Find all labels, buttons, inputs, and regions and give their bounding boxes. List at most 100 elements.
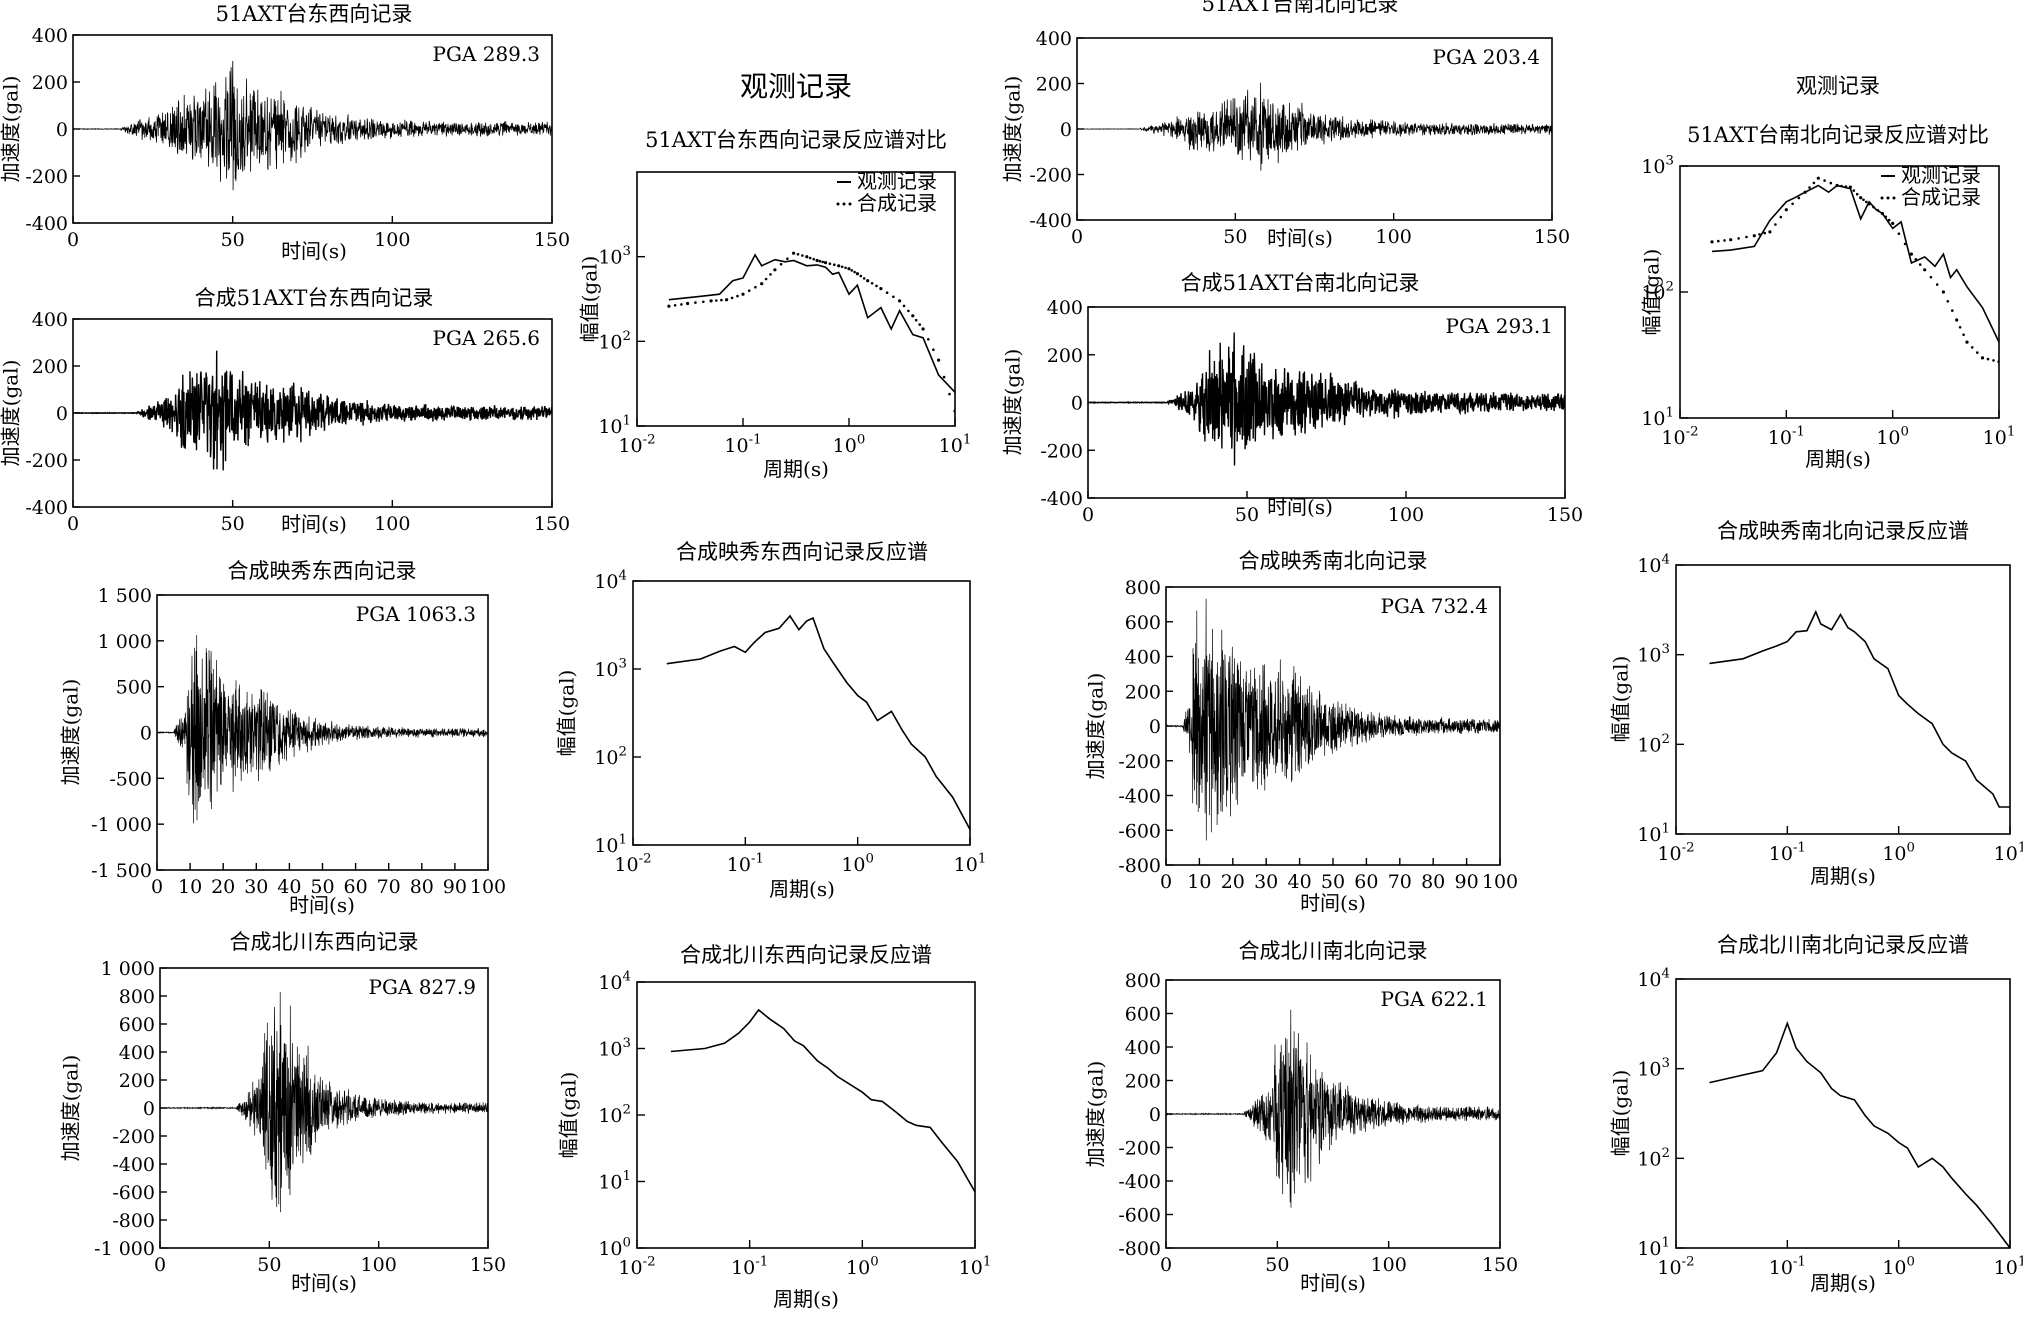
data-point [870, 282, 874, 285]
data-point [1876, 209, 1880, 212]
chart-title: 合成映秀东西向记录 [228, 559, 417, 583]
y-tick-label: 104 [1637, 552, 1670, 577]
pga-annotation: PGA 293.1 [1446, 314, 1554, 338]
x-tick-label: 0 [67, 229, 79, 251]
data-point [702, 300, 705, 304]
data-point [855, 272, 860, 276]
waveform-line [73, 350, 552, 471]
x-tick-label: 0 [1160, 1254, 1172, 1276]
y-tick-label: 102 [1637, 1146, 1670, 1171]
x-axis-label: 周期(s) [1810, 864, 1876, 888]
y-tick-label: 400 [1125, 647, 1161, 669]
x-tick-label: 101 [954, 851, 987, 876]
y-tick-label: 102 [1641, 279, 1674, 304]
data-point [694, 301, 697, 304]
y-tick-label: 101 [594, 832, 627, 857]
pga-annotation: PGA 289.3 [433, 42, 541, 66]
chart-title: 合成映秀南北向记录反应谱 [1717, 519, 1969, 543]
y-tick-label: 104 [598, 969, 631, 994]
x-tick-label: 100 [1371, 1254, 1407, 1276]
data-point [680, 303, 683, 306]
y-tick-label: 0 [1071, 393, 1083, 415]
y-axis-label: 加速度(gal) [1084, 673, 1108, 780]
data-point [1737, 237, 1740, 240]
x-tick-label: 0 [1071, 226, 1083, 248]
y-tick-label: 0 [1149, 716, 1161, 738]
chart-subtitle: 51AXT台南北向记录反应谱对比 [1687, 123, 1989, 147]
data-point [1803, 190, 1807, 194]
pga-annotation: PGA 827.9 [369, 975, 477, 999]
chart-panel-p13: 0 50 100 150 -800 -600 -400 -200 0 200 400 600 800 合成… [1084, 939, 1519, 1295]
y-tick-label: 600 [119, 1014, 155, 1036]
y-tick-label: 600 [1125, 1004, 1161, 1026]
spectrum-line [670, 1008, 975, 1193]
data-point [927, 338, 930, 341]
y-tick-label: 0 [1149, 1104, 1161, 1126]
spectrum-line [1709, 609, 2010, 808]
chart-panel-p8: 10-2 10-1 100 101 101 102 103 104 合成映秀东西向记录反应谱周期… [555, 540, 987, 901]
plot-frame [636, 171, 956, 427]
data-point [1823, 179, 1826, 182]
legend-dotted-swatch [848, 202, 852, 206]
chart-title: 51AXT台东西向记录 [216, 2, 413, 26]
data-point [862, 277, 866, 280]
data-point [764, 277, 768, 281]
data-point [1965, 340, 1969, 344]
x-tick-label: 101 [959, 1254, 992, 1279]
y-tick-label: 103 [598, 244, 631, 269]
y-tick-label: 104 [1637, 966, 1670, 991]
x-tick-label: 50 [310, 876, 334, 898]
x-tick-label: 101 [1994, 1254, 2023, 1279]
x-tick-label: 100 [1388, 504, 1424, 526]
data-point [1946, 300, 1950, 303]
x-tick-label: 80 [1421, 871, 1445, 893]
x-tick-label: 100 [374, 513, 410, 535]
legend-item: 观测记录 [1901, 163, 1981, 187]
data-point [1784, 208, 1788, 212]
x-tick-label: 10-1 [1769, 1254, 1806, 1279]
y-tick-label: 800 [1125, 577, 1161, 599]
y-tick-label: 200 [1047, 345, 1083, 367]
x-tick-label: 60 [344, 876, 368, 898]
x-axis-label: 时间(s) [281, 512, 347, 536]
x-tick-label: 10-2 [1657, 1254, 1694, 1279]
x-tick-label: 10-1 [1768, 424, 1805, 449]
data-point [1914, 258, 1918, 261]
data-point [730, 296, 734, 300]
data-point [792, 251, 796, 255]
y-axis-label: 加速度(gal) [1084, 1061, 1108, 1168]
data-point [847, 267, 851, 271]
legend-dotted-swatch [836, 202, 840, 206]
x-tick-label: 50 [221, 513, 245, 535]
data-point [1774, 223, 1777, 226]
y-tick-label: -600 [112, 1182, 155, 1204]
x-tick-label: 150 [1482, 1254, 1518, 1276]
chart-panel-p14: 10-2 10-1 100 101 101 102 103 104 合成北川南北向记录反应谱周期… [1609, 933, 2023, 1295]
x-tick-label: 10-1 [1769, 840, 1806, 865]
y-tick-label: 102 [598, 329, 631, 354]
data-point [773, 268, 777, 272]
data-point [1976, 351, 1979, 354]
data-point [1980, 356, 1985, 360]
x-axis-label: 时间(s) [289, 893, 355, 917]
x-tick-label: 101 [1994, 840, 2023, 865]
x-tick-label: 150 [534, 229, 570, 251]
y-tick-label: 0 [143, 1098, 155, 1120]
data-point [1887, 218, 1891, 222]
x-tick-label: 100 [1882, 840, 1915, 865]
pga-annotation: PGA 622.1 [1381, 987, 1489, 1011]
data-point [879, 287, 883, 291]
data-point [1752, 234, 1756, 238]
legend-item: 观测记录 [857, 169, 937, 193]
data-point [1729, 238, 1733, 242]
x-tick-label: 10 [1187, 871, 1211, 893]
chart-title: 合成北川南北向记录反应谱 [1717, 933, 1969, 957]
data-point [1872, 205, 1875, 209]
y-axis-label: 幅值(gal) [557, 1072, 581, 1159]
data-point [937, 358, 941, 362]
chart-title: 合成51AXT台南北向记录 [1181, 271, 1420, 295]
y-tick-label: 200 [1125, 681, 1161, 703]
y-axis-label: 幅值(gal) [555, 670, 579, 757]
x-tick-label: 100 [841, 851, 874, 876]
data-point [1951, 309, 1954, 312]
